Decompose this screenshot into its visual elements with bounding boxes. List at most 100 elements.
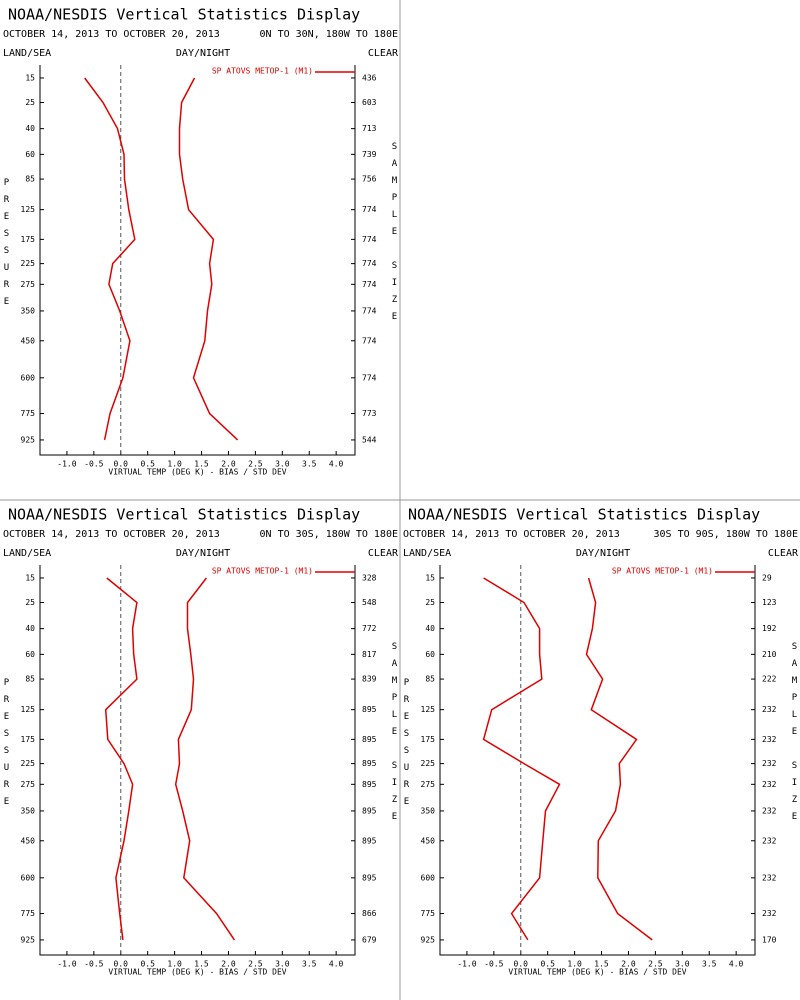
x-tick-label: -0.5 xyxy=(484,960,503,969)
x-tick-label: -0.5 xyxy=(84,460,103,469)
sample-size-label: 232 xyxy=(762,759,777,768)
center-header: DAY/NIGHT xyxy=(176,548,230,559)
sample-size-label: 192 xyxy=(762,624,777,633)
x-tick-label: 3.5 xyxy=(302,960,317,969)
sample-size-label: 756 xyxy=(362,175,377,184)
y-tick-label: 40 xyxy=(25,624,35,633)
region: 30S TO 90S, 180W TO 180E xyxy=(654,529,799,540)
y-tick-label: 175 xyxy=(421,735,436,744)
y-tick-label: 40 xyxy=(425,624,435,633)
y-tick-label: 600 xyxy=(421,873,436,882)
y-axis-label: PRESSURE xyxy=(2,678,12,814)
sample-size-label: 679 xyxy=(362,935,377,944)
y-tick-label: 60 xyxy=(25,650,35,659)
sample-size-label: 232 xyxy=(762,705,777,714)
x-tick-label: 0.0 xyxy=(114,460,129,469)
y-tick-label: 275 xyxy=(421,780,436,789)
sample-size-label: 713 xyxy=(362,124,377,133)
sample-size-label: 866 xyxy=(362,909,377,918)
sample-size-label: 232 xyxy=(762,873,777,882)
x-tick-label: 0.5 xyxy=(140,460,155,469)
sample-size-label: 232 xyxy=(762,909,777,918)
sample-size-label: 232 xyxy=(762,735,777,744)
x-tick-label: 2.0 xyxy=(221,960,236,969)
chart-title: NOAA/NESDIS Vertical Statistics Display xyxy=(408,506,760,524)
sample-size-label: 170 xyxy=(762,935,777,944)
sample-size-label: 232 xyxy=(762,806,777,815)
sample-size-label: 210 xyxy=(762,650,777,659)
legend-label: SP ATOVS METOP-1 (M1) xyxy=(612,567,713,576)
center-header: DAY/NIGHT xyxy=(176,48,230,59)
y-tick-label: 350 xyxy=(21,306,36,315)
chart-panel: NOAA/NESDIS Vertical Statistics Display O… xyxy=(402,506,800,977)
x-tick-label: 2.0 xyxy=(621,960,636,969)
sample-size-label: 544 xyxy=(362,435,377,444)
sample-size-label: 774 xyxy=(362,280,377,289)
y-tick-label: 600 xyxy=(21,373,36,382)
y-tick-label: 775 xyxy=(21,909,36,918)
right-header: CLEAR xyxy=(768,548,799,559)
x-tick-label: 0.5 xyxy=(140,960,155,969)
x-tick-label: 4.0 xyxy=(729,960,744,969)
std-dev-line xyxy=(585,577,653,941)
right-header: CLEAR xyxy=(368,48,399,59)
y-tick-label: 60 xyxy=(25,150,35,159)
y-tick-label: 350 xyxy=(421,806,436,815)
bias-line xyxy=(482,577,561,941)
x-tick-label: 4.0 xyxy=(329,960,344,969)
sample-size-label: 232 xyxy=(762,836,777,845)
sample-size-label: 895 xyxy=(362,836,377,845)
y-tick-label: 925 xyxy=(21,435,36,444)
y-tick-label: 775 xyxy=(421,909,436,918)
subtitle: OCTOBER 14, 2013 TO OCTOBER 20, 2013 xyxy=(403,529,620,540)
sample-size-label: 774 xyxy=(362,205,377,214)
x-tick-label: 2.5 xyxy=(248,960,263,969)
chart-title: NOAA/NESDIS Vertical Statistics Display xyxy=(8,506,360,524)
std-dev-line xyxy=(174,577,236,941)
x-tick-label: 0.0 xyxy=(514,960,529,969)
x-tick-label: 1.5 xyxy=(594,960,609,969)
x-tick-label: -0.5 xyxy=(84,960,103,969)
legend-label: SP ATOVS METOP-1 (M1) xyxy=(212,67,313,76)
axis-frame xyxy=(439,565,756,956)
sample-size-label: 29 xyxy=(762,573,772,582)
y-tick-label: 225 xyxy=(21,759,36,768)
sample-size-label: 774 xyxy=(362,235,377,244)
x-tick-label: 3.5 xyxy=(302,460,317,469)
sample-size-label: 895 xyxy=(362,806,377,815)
y2-axis-label: SAMPLE SIZE xyxy=(390,142,400,329)
sample-size-label: 222 xyxy=(762,675,777,684)
left-header: LAND/SEA xyxy=(3,48,51,59)
y-tick-label: 15 xyxy=(25,573,35,582)
sample-size-label: 603 xyxy=(362,98,377,107)
sample-size-label: 328 xyxy=(362,573,377,582)
x-tick-label: 2.0 xyxy=(221,460,236,469)
y-tick-label: 225 xyxy=(421,759,436,768)
y-tick-label: 15 xyxy=(25,73,35,82)
y-tick-label: 25 xyxy=(25,598,35,607)
y-tick-label: 775 xyxy=(21,409,36,418)
region: 0N TO 30S, 180W TO 180E xyxy=(260,529,398,540)
y-tick-label: 85 xyxy=(425,675,435,684)
y-tick-label: 275 xyxy=(21,280,36,289)
y-tick-label: 450 xyxy=(421,836,436,845)
x-tick-label: 0.0 xyxy=(114,960,129,969)
x-axis-label: VIRTUAL TEMP (DEG K) - BIAS / STD DEV xyxy=(508,968,686,977)
y-tick-label: 450 xyxy=(21,336,36,345)
std-dev-line xyxy=(178,77,239,441)
x-tick-label: 1.5 xyxy=(194,460,209,469)
y-tick-label: 25 xyxy=(425,598,435,607)
sample-size-label: 817 xyxy=(362,650,377,659)
sample-size-label: 774 xyxy=(362,336,377,345)
sample-size-label: 436 xyxy=(362,73,377,82)
x-tick-label: 2.5 xyxy=(648,960,663,969)
left-header: LAND/SEA xyxy=(3,548,51,559)
sample-size-label: 772 xyxy=(362,624,377,633)
x-tick-label: 4.0 xyxy=(329,460,344,469)
x-tick-label: 3.0 xyxy=(275,960,290,969)
region: 0N TO 30N, 180W TO 180E xyxy=(260,29,398,40)
x-tick-label: 2.5 xyxy=(248,460,263,469)
x-tick-label: -1.0 xyxy=(57,960,76,969)
sample-size-label: 895 xyxy=(362,780,377,789)
